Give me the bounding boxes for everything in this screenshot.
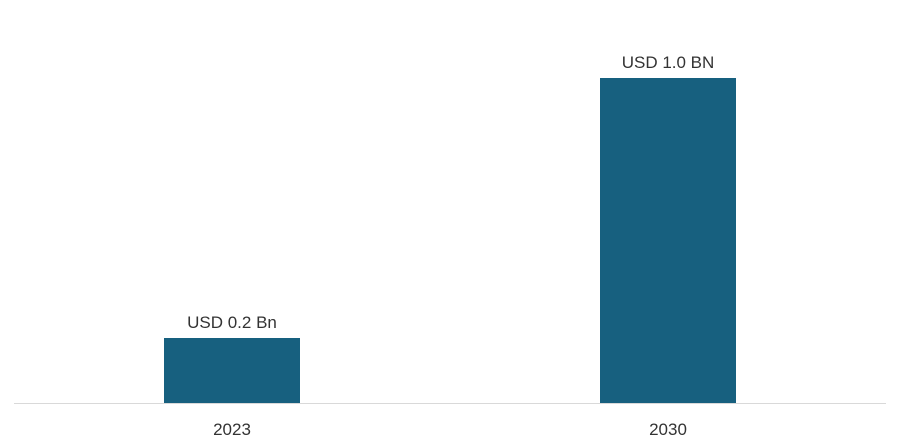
x-tick-label-2023: 2023 <box>213 420 251 439</box>
bar-2030 <box>600 78 736 403</box>
x-tick-labels-group: 2023 2030 <box>213 420 687 439</box>
data-label-2023: USD 0.2 Bn <box>187 313 277 332</box>
data-labels-group: USD 0.2 Bn USD 1.0 BN <box>187 53 714 332</box>
bars-group <box>164 78 736 403</box>
data-label-2030: USD 1.0 BN <box>622 53 715 72</box>
bar-2023 <box>164 338 300 403</box>
x-tick-label-2030: 2030 <box>649 420 687 439</box>
